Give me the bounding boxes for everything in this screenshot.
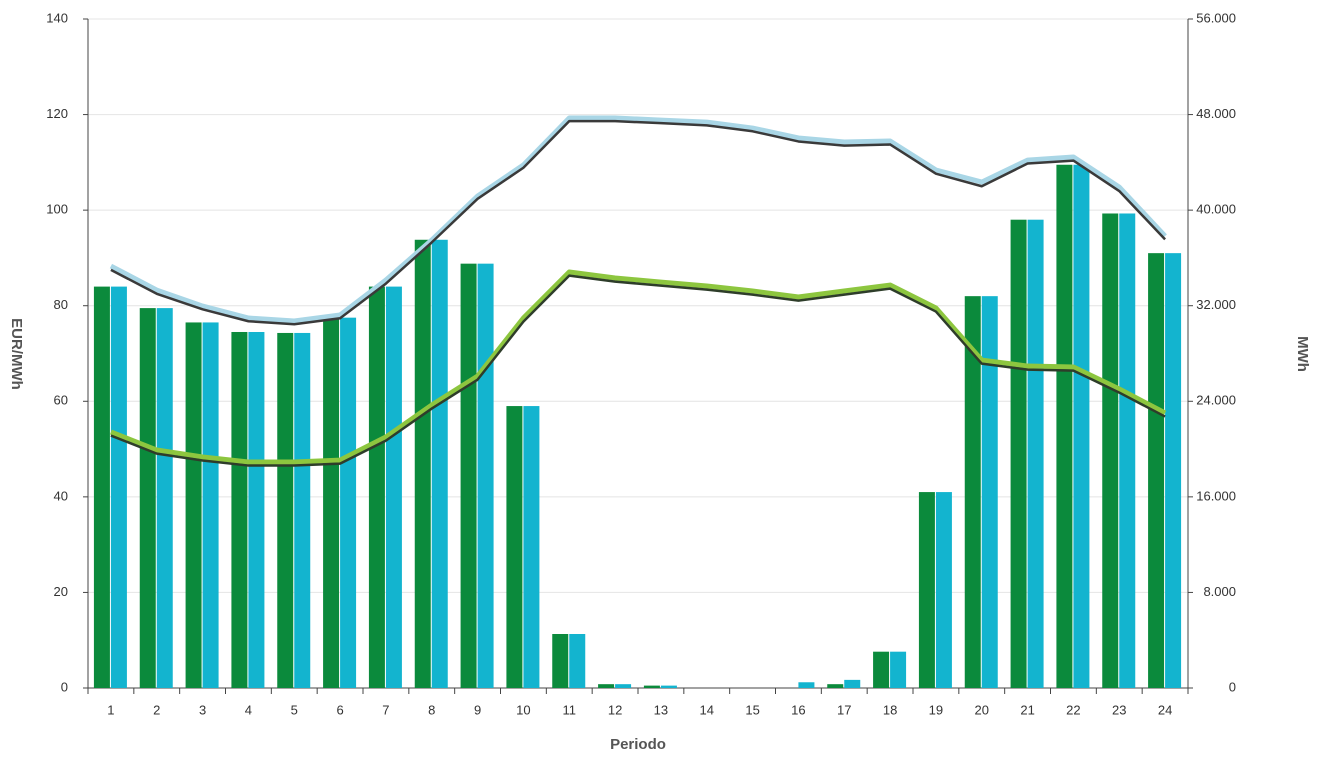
line xyxy=(109,115,1167,324)
x-tick-label: 1 xyxy=(107,702,114,717)
x-tick-label: 17 xyxy=(837,702,851,717)
x-tick-label: 16 xyxy=(791,702,805,717)
bar xyxy=(431,239,448,688)
bar xyxy=(552,634,569,688)
bar xyxy=(1119,213,1136,688)
bar xyxy=(935,492,952,688)
x-tick-label: 8 xyxy=(428,702,435,717)
x-tick-label: 4 xyxy=(245,702,252,717)
bar xyxy=(827,684,844,688)
bar xyxy=(110,286,127,688)
y-tick-label: 120 xyxy=(46,106,68,121)
x-tick-label: 3 xyxy=(199,702,206,717)
bar xyxy=(506,406,523,688)
bar xyxy=(477,263,494,688)
x-tick-label: 11 xyxy=(563,702,577,717)
bar xyxy=(523,406,540,688)
bar xyxy=(277,332,294,688)
bar xyxy=(964,296,981,688)
bar xyxy=(323,317,340,688)
y2-tick-label: 24.000 xyxy=(1196,393,1236,408)
x-tick-label: 22 xyxy=(1066,702,1080,717)
y2-tick-label: 0 xyxy=(1229,679,1236,694)
x-tick-label: 13 xyxy=(654,702,668,717)
bar xyxy=(660,685,677,688)
bar xyxy=(294,332,311,688)
x-tick-label: 9 xyxy=(474,702,481,717)
x-tick-label: 19 xyxy=(929,702,943,717)
x-tick-label: 7 xyxy=(382,702,389,717)
bar xyxy=(1102,213,1119,688)
line xyxy=(110,274,1166,467)
bar xyxy=(248,331,265,688)
y2-tick-label: 48.000 xyxy=(1196,106,1236,121)
x-tick-label: 24 xyxy=(1158,702,1172,717)
bar xyxy=(139,308,156,688)
bar xyxy=(798,682,815,688)
bar xyxy=(918,492,935,688)
y-tick-label: 80 xyxy=(54,297,68,312)
x-tick-label: 23 xyxy=(1112,702,1126,717)
y-tick-label: 40 xyxy=(54,488,68,503)
line xyxy=(110,119,1166,326)
bar xyxy=(1027,219,1044,688)
y-tick-label: 20 xyxy=(54,584,68,599)
bar xyxy=(385,286,402,688)
y2-axis-title: MWh xyxy=(1294,336,1311,372)
y-tick-label: 140 xyxy=(46,10,68,25)
y-tick-label: 60 xyxy=(54,393,68,408)
bar xyxy=(890,651,907,688)
bar xyxy=(156,308,173,688)
y-axis-title: EUR/MWh xyxy=(8,318,25,390)
x-tick-label: 21 xyxy=(1020,702,1034,717)
bar xyxy=(1148,253,1165,688)
x-tick-label: 5 xyxy=(291,702,298,717)
bar xyxy=(598,684,615,688)
y2-tick-label: 8.000 xyxy=(1203,584,1236,599)
bar xyxy=(414,239,431,688)
bar xyxy=(615,684,632,688)
x-tick-label: 2 xyxy=(153,702,160,717)
x-tick-label: 12 xyxy=(608,702,622,717)
bar xyxy=(460,263,477,688)
line xyxy=(110,269,1167,465)
bar xyxy=(981,296,998,688)
x-tick-label: 6 xyxy=(336,702,343,717)
bar xyxy=(1056,164,1073,688)
x-tick-label: 10 xyxy=(516,702,530,717)
bar xyxy=(93,286,110,688)
x-tick-label: 18 xyxy=(883,702,897,717)
bar xyxy=(202,322,219,688)
bar xyxy=(1010,219,1027,688)
bar xyxy=(231,331,248,688)
y2-tick-label: 16.000 xyxy=(1196,488,1236,503)
bar xyxy=(340,317,357,688)
bar xyxy=(185,322,202,688)
bar xyxy=(873,651,890,688)
y2-tick-label: 40.000 xyxy=(1196,202,1236,217)
bar xyxy=(643,685,660,688)
bar xyxy=(569,634,586,688)
bar xyxy=(1073,164,1090,688)
y2-tick-label: 32.000 xyxy=(1196,297,1236,312)
y2-tick-label: 56.000 xyxy=(1196,10,1236,25)
y-tick-label: 100 xyxy=(46,202,68,217)
bar xyxy=(1165,253,1182,688)
x-tick-label: 15 xyxy=(745,702,759,717)
bar xyxy=(368,286,385,688)
x-axis-title: Periodo xyxy=(610,736,666,753)
y-tick-label: 0 xyxy=(61,679,68,694)
x-tick-label: 14 xyxy=(700,702,714,717)
x-tick-label: 20 xyxy=(975,702,989,717)
bar xyxy=(844,679,861,688)
